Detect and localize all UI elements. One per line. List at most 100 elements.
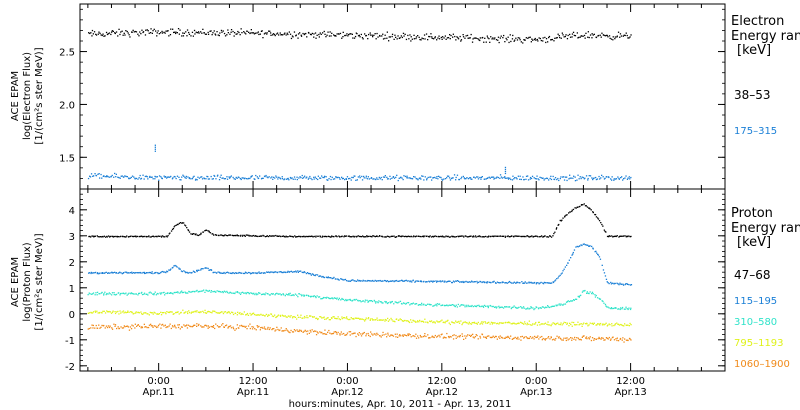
proton-point [566, 322, 569, 324]
proton-point [167, 292, 169, 294]
proton-point [411, 321, 413, 323]
electron-point [331, 176, 333, 178]
proton-point [88, 312, 91, 314]
proton-point [484, 322, 487, 324]
electron-point [130, 176, 132, 179]
proton-point [267, 271, 269, 273]
proton-point [337, 331, 339, 334]
electron-point [187, 176, 189, 178]
proton-point [427, 303, 429, 305]
electron-point [364, 33, 366, 35]
proton-point [494, 235, 496, 237]
proton-point [199, 290, 201, 293]
proton-point [200, 233, 202, 235]
proton-point [517, 322, 519, 325]
proton-point [182, 291, 184, 294]
electron-point [135, 31, 138, 33]
proton-point [375, 302, 377, 304]
proton-point [249, 323, 251, 325]
proton-point [463, 236, 465, 238]
proton-point [219, 326, 221, 328]
proton-point [131, 292, 133, 295]
electron-point [520, 178, 522, 181]
proton-point [301, 271, 303, 273]
proton-legend-title-1: Proton [731, 206, 773, 221]
electron-legend-series-1: 38–53 [734, 88, 771, 102]
electron-point [216, 31, 218, 33]
proton-point [192, 290, 194, 293]
proton-point [271, 315, 274, 317]
proton-point [221, 324, 223, 326]
proton-point [514, 282, 517, 284]
proton-point [153, 236, 155, 238]
electron-point [176, 32, 178, 34]
proton-point [395, 236, 398, 238]
proton-point [612, 236, 614, 238]
electron-point [222, 177, 224, 179]
proton-data-points [87, 203, 633, 343]
proton-point [480, 305, 482, 308]
proton-point [583, 335, 585, 337]
electron-point [218, 34, 220, 37]
electron-point [262, 177, 264, 179]
proton-point [493, 306, 496, 308]
electron-point [464, 37, 466, 39]
proton-point [549, 324, 551, 326]
proton-point [189, 325, 191, 327]
proton-point [278, 293, 280, 295]
proton-point [301, 295, 303, 297]
proton-point [362, 280, 364, 282]
proton-point [460, 281, 462, 283]
electron-point [92, 175, 94, 177]
proton-point [394, 333, 396, 335]
proton-point [444, 322, 446, 324]
proton-point [508, 236, 510, 238]
proton-point [426, 281, 428, 283]
electron-point [191, 31, 194, 33]
electron-point [221, 177, 223, 179]
proton-point [249, 272, 251, 274]
proton-point [102, 272, 104, 274]
proton-point [261, 235, 263, 237]
electron-point [498, 41, 500, 44]
proton-point [155, 271, 157, 274]
proton-point [110, 312, 113, 314]
proton-point [213, 310, 215, 312]
electron-point [359, 36, 361, 38]
proton-point [513, 337, 515, 339]
proton-point [126, 272, 128, 274]
proton-ytick-label-3: 1 [69, 284, 75, 295]
proton-point [274, 330, 276, 332]
proton-point [440, 334, 442, 336]
proton-point [209, 232, 212, 234]
proton-point [151, 325, 154, 327]
proton-point [216, 312, 219, 314]
electron-point [573, 175, 575, 177]
proton-point [564, 215, 566, 217]
proton-point [464, 321, 466, 323]
electron-point [363, 177, 365, 179]
proton-point [344, 235, 347, 237]
proton-point [608, 282, 610, 285]
electron-point [272, 34, 274, 36]
proton-point [377, 235, 379, 238]
proton-point [374, 333, 376, 335]
electron-point [452, 36, 454, 38]
proton-point [575, 207, 577, 209]
electron-point [502, 37, 504, 39]
proton-point [491, 235, 494, 237]
proton-point [547, 236, 550, 238]
proton-point [315, 274, 317, 276]
proton-point [385, 319, 388, 321]
proton-point [573, 299, 575, 301]
electron-point [120, 31, 122, 33]
proton-point [345, 235, 347, 237]
proton-point [557, 304, 559, 306]
electron-point [513, 178, 515, 180]
electron-point [608, 176, 610, 179]
proton-point [397, 336, 399, 338]
electron-point [469, 37, 471, 39]
proton-point [235, 291, 237, 293]
proton-point [349, 236, 351, 238]
electron-point [418, 36, 420, 38]
